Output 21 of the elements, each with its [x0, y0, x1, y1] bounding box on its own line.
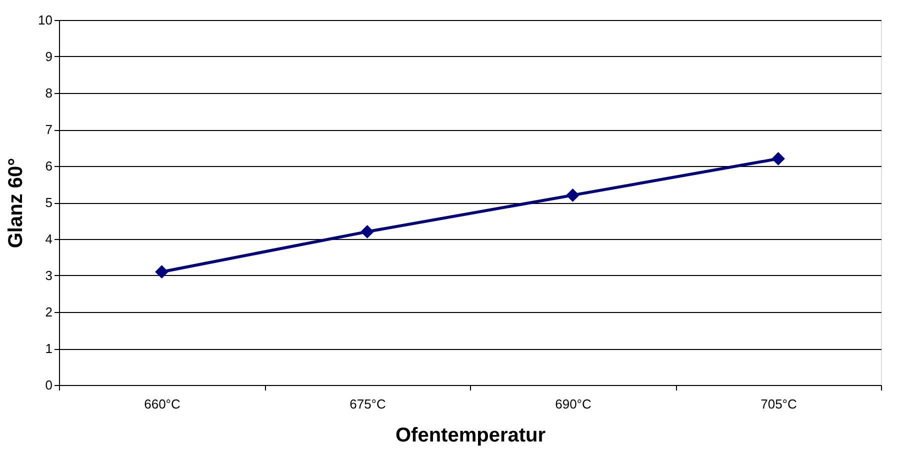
x-axis-title: Ofentemperatur	[395, 424, 546, 446]
y-tick-label: 6	[45, 158, 52, 174]
y-tick-label: 9	[45, 49, 52, 64]
x-tick-label: 690°C	[555, 396, 592, 412]
y-tick-label: 2	[45, 304, 52, 320]
y-axis-title: Glanz 60°	[5, 158, 28, 248]
y-tick-label: 1	[45, 341, 52, 356]
y-tick-label: 0	[45, 378, 52, 392]
point	[360, 224, 374, 238]
point	[566, 188, 580, 202]
y-tick-label: 3	[45, 268, 52, 283]
y-tick-label: 10	[38, 12, 52, 28]
x-tick-label: 705°C	[760, 396, 797, 412]
y-tick-label: 8	[45, 86, 52, 100]
point	[155, 265, 168, 279]
y-tick-label: 5	[45, 195, 52, 210]
x-tick-label: 675°C	[350, 396, 386, 412]
y-tick-label: 7	[45, 122, 52, 137]
x-tick-label: 660°C	[144, 396, 180, 412]
y-tick-label: 4	[45, 232, 52, 246]
point	[772, 152, 785, 166]
